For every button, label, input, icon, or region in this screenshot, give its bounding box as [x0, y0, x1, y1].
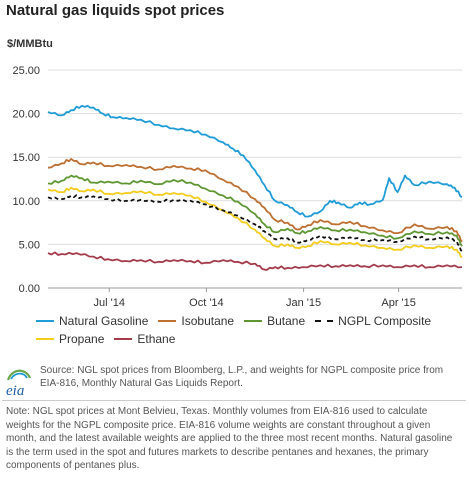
source-block: eia Source: NGL spot prices from Bloombe…: [4, 364, 464, 402]
legend-item-natural-gasoline: Natural Gasoline: [36, 312, 148, 330]
x-tick-label: Apr '15: [381, 297, 416, 309]
series-line-ngpl-composite: [47, 194, 463, 253]
legend-swatch-natural-gasoline: [36, 320, 54, 322]
legend-label-ethane: Ethane: [137, 332, 176, 346]
series-line-ethane: [47, 251, 463, 271]
x-tick-label: Oct '14: [189, 297, 224, 309]
legend-swatch-ethane: [114, 338, 133, 340]
grid-lines: [48, 69, 462, 292]
legend-swatch-butane: [244, 320, 263, 322]
legend-label-natural-gasoline: Natural Gasoline: [59, 314, 149, 328]
eia-logo-text: eia: [6, 383, 24, 399]
source-text: Source: NGL spot prices from Bloomberg, …: [40, 365, 444, 389]
x-axis-tick-labels: Jul '14 Oct '14 Jan '15 Apr '15: [94, 297, 416, 309]
y-tick-label: 0.00: [19, 283, 40, 295]
legend-row-2: Propane Ethane: [36, 330, 456, 348]
legend-swatch-propane: [36, 338, 54, 340]
line-chart: 0.00 5.00 10.00 15.00 20.00 25.00 Jul '14 Oct …: [12, 65, 463, 309]
chart-title: Natural gas liquids spot prices: [6, 2, 225, 19]
legend-label-ngpl-composite: NGPL Composite: [338, 314, 432, 328]
y-tick-label: 15.00: [12, 152, 40, 164]
x-tick-label: Jul '14: [94, 297, 125, 309]
series-lines: [47, 104, 463, 271]
legend-item-ngpl-composite: NGPL Composite: [315, 312, 431, 330]
y-tick-label: 10.00: [12, 196, 40, 208]
series-line-propane: [47, 186, 463, 259]
legend-label-propane: Propane: [59, 332, 105, 346]
note-divider: [2, 400, 466, 401]
series-line-butane: [47, 174, 463, 247]
legend-swatch-isobutane: [158, 320, 177, 322]
eia-logo-icon: eia: [6, 369, 32, 399]
legend-item-isobutane: Isobutane: [158, 312, 234, 330]
legend-row-1: Natural Gasoline Isobutane Butane NGPL C…: [36, 312, 456, 330]
series-line-natural-gasoline: [47, 104, 463, 218]
series-line-isobutane: [47, 158, 463, 243]
legend-swatch-ngpl-composite: [315, 320, 334, 322]
legend-label-isobutane: Isobutane: [181, 314, 235, 328]
note-text: Note: NGL spot prices at Mont Belvieu, T…: [6, 406, 453, 471]
x-tick-label: Jan '15: [286, 297, 321, 309]
legend-item-ethane: Ethane: [114, 330, 175, 348]
legend-label-butane: Butane: [267, 314, 306, 328]
y-tick-label: 5.00: [19, 239, 40, 251]
y-axis-units-label: $/MMBtu: [7, 38, 53, 50]
chart-legend: Natural Gasoline Isobutane Butane NGPL C…: [36, 312, 456, 348]
legend-item-butane: Butane: [244, 312, 305, 330]
y-axis-tick-labels: 0.00 5.00 10.00 15.00 20.00 25.00: [12, 65, 40, 295]
y-tick-label: 25.00: [12, 65, 40, 77]
y-tick-label: 20.00: [12, 109, 40, 121]
legend-item-propane: Propane: [36, 330, 104, 348]
